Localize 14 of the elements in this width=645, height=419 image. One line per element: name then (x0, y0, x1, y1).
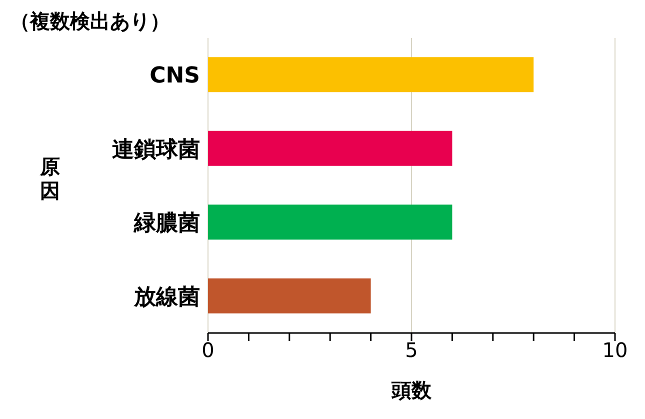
x-tick-label: 0 (202, 338, 214, 362)
y-axis-title: 原因 (39, 154, 60, 202)
bar (208, 57, 534, 92)
x-tick-label: 10 (602, 338, 628, 362)
y-tick-label: 放線菌 (133, 284, 200, 310)
bar (208, 130, 452, 166)
x-tick-label: 5 (405, 338, 418, 362)
bar (208, 204, 452, 240)
x-axis-title: 頭数 (390, 378, 432, 402)
chart-title: （複数検出あり） (10, 8, 171, 35)
y-tick-label: 緑膿菌 (133, 211, 200, 236)
y-tick-label: CNS (150, 64, 200, 89)
y-tick-label: 連鎖球菌 (112, 137, 200, 162)
bar (208, 278, 371, 314)
